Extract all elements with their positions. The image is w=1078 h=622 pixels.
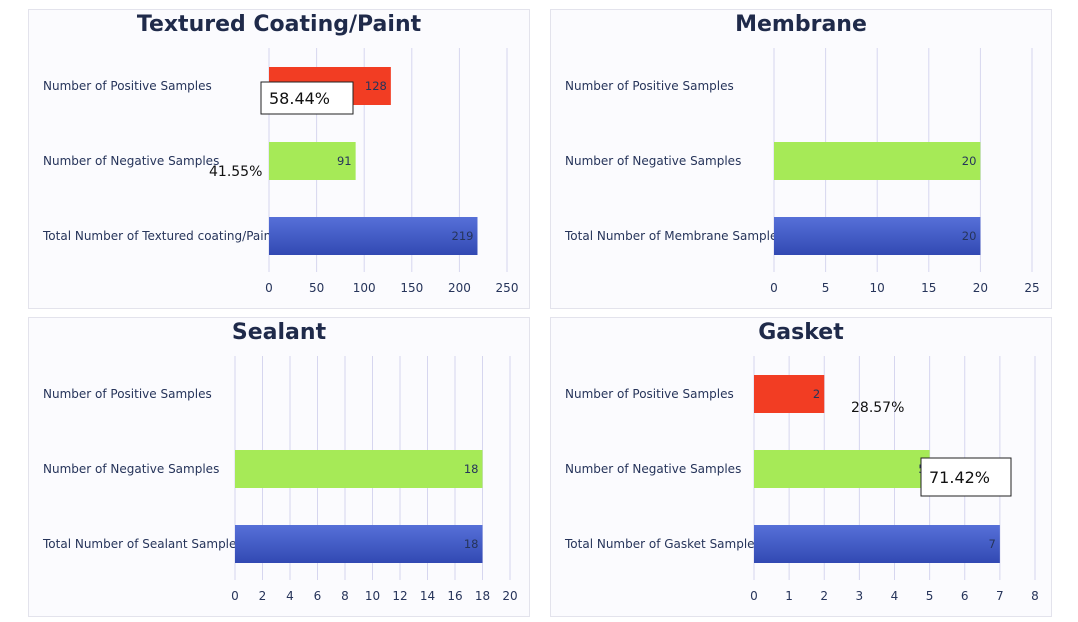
- data-label-total: 219: [452, 229, 474, 243]
- category-label-negative: Number of Negative Samples: [43, 154, 219, 168]
- x-tick-label: 1: [785, 589, 793, 603]
- bar-total: [269, 217, 478, 255]
- data-label-total: 7: [989, 537, 996, 551]
- chart-panel-membrane: Membrane 0 5 10 15 20 25 Number of Positive Sam…: [550, 9, 1052, 309]
- chart-title: Membrane: [735, 12, 867, 37]
- x-tick-label: 20: [502, 589, 517, 603]
- percentage-label: 58.44%: [269, 89, 330, 108]
- bar-total: [235, 525, 483, 563]
- x-tick-label: 2: [259, 589, 267, 603]
- bar-negative: [269, 142, 356, 180]
- chart-sealant: Sealant 0 2 4 6 8 10 12 14 16 18 20 Number of Positi…: [42, 320, 518, 603]
- x-tick-label: 5: [926, 589, 934, 603]
- data-label-negative: 18: [464, 462, 479, 476]
- x-tick-label: 250: [496, 281, 519, 295]
- x-tick-label: 6: [961, 589, 969, 603]
- category-label-positive: Number of Positive Samples: [565, 387, 734, 401]
- category-label-total: Total Number of Gasket Samples: [564, 537, 761, 551]
- x-tick-label: 0: [750, 589, 758, 603]
- category-label-total: Total Number of Membrane Samples: [564, 229, 784, 243]
- x-tick-label: 2: [820, 589, 828, 603]
- chart-gasket: Gasket 0 1 2 3 4 5 6 7 8 Number of Positive Sample…: [564, 320, 1039, 603]
- x-tick-label: 18: [475, 589, 490, 603]
- x-tick-label: 25: [1024, 281, 1039, 295]
- x-tick-label: 4: [286, 589, 294, 603]
- bar-negative: [774, 142, 981, 180]
- chart-panel-sealant: Sealant 0 2 4 6 8 10 12 14 16 18 20 Number of Positi…: [28, 317, 530, 617]
- x-tick-label: 10: [365, 589, 380, 603]
- chart-panel-gasket: Gasket 0 1 2 3 4 5 6 7 8 Number of Positive Sample…: [550, 317, 1052, 617]
- x-tick-label: 14: [420, 589, 435, 603]
- chart-title: Gasket: [758, 320, 844, 345]
- chart-title: Sealant: [232, 320, 327, 345]
- percentage-box: [260, 81, 354, 115]
- category-label-positive: Number of Positive Samples: [43, 79, 212, 93]
- x-tick-label: 5: [822, 281, 830, 295]
- bar-negative: [235, 450, 483, 488]
- category-label-negative: Number of Negative Samples: [43, 462, 219, 476]
- x-tick-label: 10: [870, 281, 885, 295]
- category-label-total: Total Number of Sealant Samples: [42, 537, 243, 551]
- x-tick-label: 6: [314, 589, 322, 603]
- x-tick-label: 7: [996, 589, 1004, 603]
- x-tick-label: 200: [448, 281, 471, 295]
- data-label-negative: 91: [337, 154, 352, 168]
- x-tick-label: 150: [400, 281, 423, 295]
- x-tick-label: 8: [1031, 589, 1039, 603]
- x-tick-label: 100: [353, 281, 376, 295]
- percentage-label: 28.57%: [851, 400, 904, 416]
- data-label-positive: 128: [365, 79, 387, 93]
- data-label-total: 18: [464, 537, 479, 551]
- chart-textured-coating: Textured Coating/Paint 0 50 100 150 200 250 Num…: [42, 12, 519, 295]
- x-tick-label: 0: [231, 589, 239, 603]
- category-label-positive: Number of Positive Samples: [43, 387, 212, 401]
- x-tick-label: 50: [309, 281, 324, 295]
- chart-title: Textured Coating/Paint: [137, 12, 422, 37]
- data-label-positive: 2: [813, 387, 820, 401]
- data-label-negative: 20: [962, 154, 977, 168]
- x-tick-label: 3: [856, 589, 864, 603]
- bar-negative: [754, 450, 930, 488]
- percentage-label: 71.42%: [929, 468, 990, 487]
- x-tick-label: 12: [392, 589, 407, 603]
- category-label-negative: Number of Negative Samples: [565, 462, 741, 476]
- category-label-positive: Number of Positive Samples: [565, 79, 734, 93]
- chart-panel-textured-coating: Textured Coating/Paint 0 50 100 150 200 250 Num…: [28, 9, 530, 309]
- percentage-label: 41.55%: [209, 164, 262, 180]
- x-tick-label: 20: [973, 281, 988, 295]
- x-tick-label: 0: [265, 281, 273, 295]
- x-tick-label: 16: [447, 589, 462, 603]
- category-label-negative: Number of Negative Samples: [565, 154, 741, 168]
- bar-total: [774, 217, 981, 255]
- x-tick-label: 0: [770, 281, 778, 295]
- x-tick-label: 8: [341, 589, 349, 603]
- bar-positive: [754, 375, 825, 413]
- data-label-total: 20: [962, 229, 977, 243]
- category-label-total: Total Number of Textured coating/Paint: [42, 229, 276, 243]
- bar-total: [754, 525, 1000, 563]
- chart-membrane: Membrane 0 5 10 15 20 25 Number of Positive Sam…: [564, 12, 1040, 295]
- x-tick-label: 4: [891, 589, 899, 603]
- percentage-box: [920, 457, 1012, 497]
- x-tick-label: 15: [921, 281, 936, 295]
